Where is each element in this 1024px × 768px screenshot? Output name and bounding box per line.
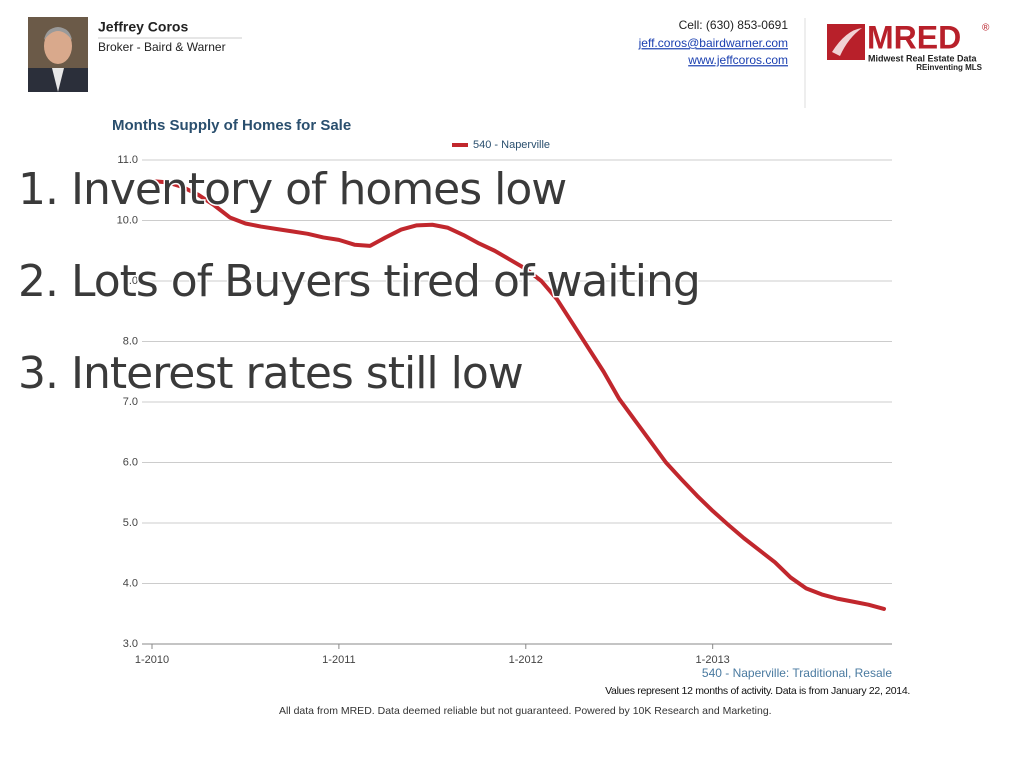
y-tick-label: 8.0 bbox=[123, 335, 138, 347]
chart-note: Values represent 12 months of activity. … bbox=[605, 685, 910, 697]
y-tick-label: 4.0 bbox=[123, 577, 138, 589]
overlay-point: 3. Interest rates still low bbox=[18, 348, 523, 399]
overlay-point: 2. Lots of Buyers tired of waiting bbox=[18, 256, 700, 307]
x-tick-label: 1-2012 bbox=[509, 654, 543, 666]
website-link[interactable]: www.jeffcoros.com bbox=[687, 53, 788, 67]
x-tick-label: 1-2013 bbox=[696, 654, 730, 666]
cell: Cell: (630) 853-0691 bbox=[679, 18, 789, 32]
chart-title: Months Supply of Homes for Sale bbox=[112, 117, 351, 134]
y-tick-label: 9.0 bbox=[123, 275, 138, 287]
agent-name: Jeffrey Coros bbox=[98, 19, 188, 35]
y-tick-label: 6.0 bbox=[123, 456, 138, 468]
logo-slogan: REinventing MLS bbox=[916, 63, 982, 72]
logo-mark: ® bbox=[982, 23, 990, 34]
agent-photo bbox=[28, 17, 88, 92]
footer: All data from MRED. Data deemed reliable… bbox=[279, 705, 772, 717]
y-tick-label: 10.0 bbox=[117, 214, 138, 226]
logo: MRED ® Midwest Real Estate Data REinvent… bbox=[827, 19, 990, 72]
x-tick-label: 1-2011 bbox=[322, 654, 355, 666]
y-tick-label: 11.0 bbox=[117, 154, 138, 166]
x-tick-label: 1-2010 bbox=[135, 654, 169, 666]
y-tick-label: 7.0 bbox=[123, 396, 138, 408]
chart-caption: 540 - Naperville: Traditional, Resale bbox=[702, 666, 892, 680]
agent-title: Broker - Baird & Warner bbox=[98, 40, 226, 54]
logo-text: MRED bbox=[867, 19, 961, 55]
y-tick-label: 5.0 bbox=[123, 517, 138, 529]
email-link[interactable]: jeff.coros@bairdwarner.com bbox=[638, 36, 788, 50]
y-tick-label: 3.0 bbox=[123, 638, 138, 650]
logo-tagline: Midwest Real Estate Data bbox=[868, 53, 978, 63]
overlay-point: 1. Inventory of homes low bbox=[18, 164, 566, 215]
legend-label: 540 - Naperville bbox=[473, 139, 550, 151]
series-line bbox=[150, 179, 886, 611]
